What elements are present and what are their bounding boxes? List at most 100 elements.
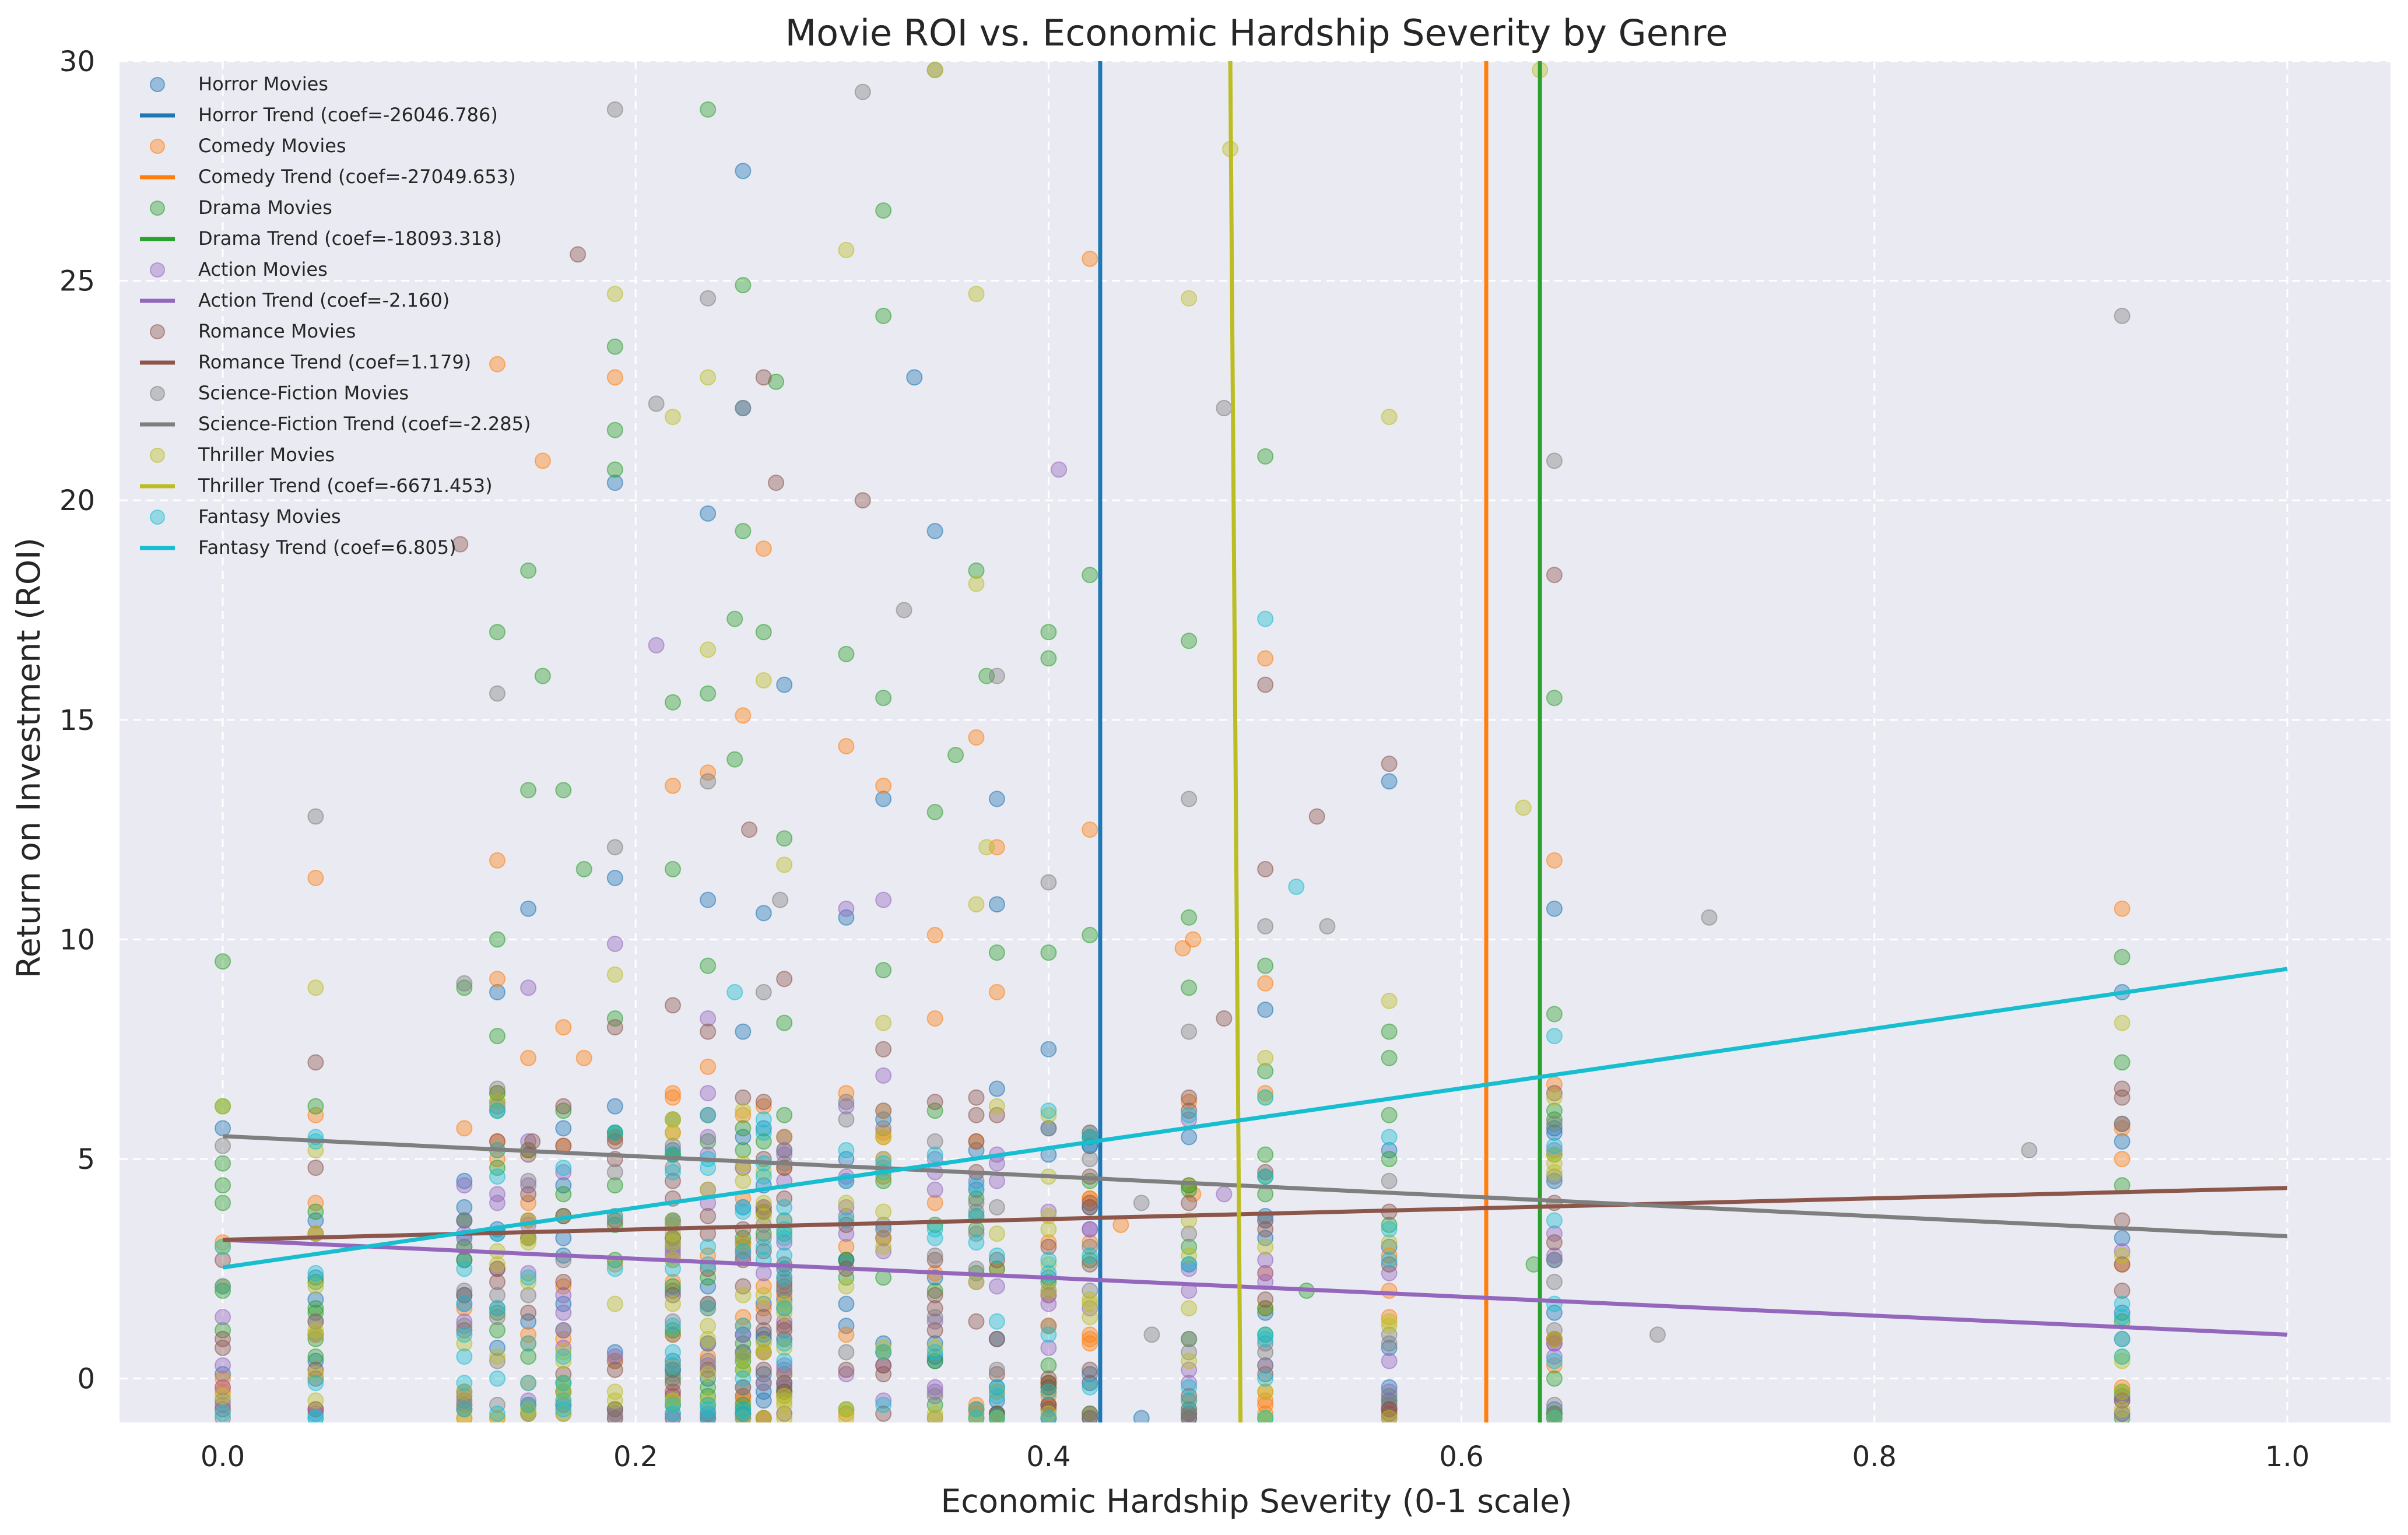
scatter-point: [2114, 1392, 2130, 1409]
scatter-point: [926, 1146, 943, 1163]
scatter-point: [1381, 1049, 1398, 1066]
scatter-point: [735, 400, 752, 417]
scatter-point: [664, 1164, 681, 1181]
scatter-point: [1546, 1168, 1563, 1185]
scatter-point: [2114, 1256, 2130, 1273]
x-axis-ticks: 0.0 0.2 0.4 0.6 0.8 1.0: [201, 1441, 2309, 1473]
scatter-point: [1546, 1102, 1563, 1119]
scatter-point: [735, 1370, 752, 1387]
scatter-point: [1381, 1252, 1398, 1269]
scatter-point: [755, 672, 772, 689]
scatter-point: [1082, 1238, 1098, 1255]
scatter-point: [1546, 1142, 1563, 1158]
scatter-point: [1082, 1379, 1098, 1396]
scatter-point: [875, 962, 892, 979]
scatter-point: [1040, 1287, 1057, 1304]
scatter-point: [664, 1295, 681, 1312]
scatter-point: [307, 1392, 324, 1409]
scatter-point: [1381, 1172, 1398, 1189]
scatter-point: [1181, 633, 1198, 649]
scatter-point: [456, 1120, 473, 1137]
scatter-point: [988, 1405, 1005, 1422]
scatter-point: [776, 1304, 793, 1321]
scatter-point: [215, 1155, 231, 1172]
scatter-point: [456, 1318, 473, 1334]
scatter-point: [726, 610, 743, 627]
scatter-point: [776, 1405, 793, 1422]
scatter-point: [2114, 1089, 2130, 1106]
scatter-point: [755, 1366, 772, 1383]
scatter-point: [988, 791, 1005, 807]
scatter-point: [1546, 1304, 1563, 1321]
scatter-point: [1181, 1102, 1198, 1119]
scatter-point: [215, 1410, 231, 1422]
scatter-point: [740, 821, 757, 838]
legend-marker: [150, 510, 165, 525]
scatter-point: [926, 1252, 943, 1269]
y-axis-title: Return on Investment (ROI): [10, 538, 47, 978]
scatter-point: [489, 1256, 506, 1273]
scatter-point: [1257, 957, 1274, 974]
scatter-point: [755, 1295, 772, 1312]
scatter-point: [700, 1010, 717, 1027]
scatter-point: [520, 1313, 537, 1330]
scatter-point: [606, 1383, 623, 1400]
scatter-point: [520, 1186, 537, 1203]
scatter-point: [755, 1300, 772, 1317]
scatter-point: [776, 1278, 793, 1295]
scatter-point: [1381, 1392, 1398, 1409]
x-axis-title: Economic Hardship Severity (0-1 scale): [940, 1483, 1572, 1520]
scatter-point: [1546, 690, 1563, 707]
scatter-point: [700, 1160, 717, 1176]
scatter-point: [838, 1295, 855, 1312]
scatter-point: [1381, 1326, 1398, 1343]
scatter-point: [2114, 1401, 2130, 1418]
scatter-point: [988, 1410, 1005, 1422]
scatter-point: [1257, 1405, 1274, 1422]
scatter-point: [776, 830, 793, 847]
scatter-point: [606, 1295, 623, 1312]
scatter-point: [755, 1164, 772, 1181]
scatter-point: [1546, 452, 1563, 469]
scatter-point: [555, 1098, 572, 1115]
scatter-point: [307, 1370, 324, 1387]
scatter-point: [307, 1322, 324, 1339]
scatter-point: [664, 1410, 681, 1422]
legend-marker: [150, 324, 165, 339]
scatter-point: [1082, 1330, 1098, 1347]
scatter-point: [838, 1238, 855, 1255]
scatter-point: [1040, 1401, 1057, 1418]
scatter-point: [776, 1247, 793, 1264]
scatter-point: [307, 979, 324, 996]
scatter-point: [1546, 900, 1563, 917]
legend-marker: [150, 448, 165, 463]
scatter-point: [2114, 1295, 2130, 1312]
scatter-point: [968, 1195, 985, 1211]
scatter-point: [307, 1269, 324, 1286]
scatter-point: [307, 1326, 324, 1343]
scatter-point: [838, 738, 855, 755]
scatter-point: [664, 1396, 681, 1413]
scatter-point: [838, 1199, 855, 1216]
scatter-point: [307, 1375, 324, 1392]
scatter-point: [1143, 1326, 1160, 1343]
scatter-point: [1381, 1264, 1398, 1281]
scatter-point: [1181, 1238, 1198, 1255]
scatter-point: [2114, 900, 2130, 917]
scatter-point: [1546, 1295, 1563, 1312]
scatter-point: [776, 1129, 793, 1146]
scatter-point: [768, 373, 785, 390]
scatter-point: [215, 1388, 231, 1404]
trend-line: [222, 1134, 2288, 1239]
scatter-point: [2114, 1353, 2130, 1369]
scatter-point: [700, 1256, 717, 1273]
scatter-point: [776, 1295, 793, 1312]
scatter-point: [1257, 1001, 1274, 1018]
scatter-point: [489, 1287, 506, 1304]
scatter-point: [838, 1361, 855, 1378]
scatter-point: [489, 852, 506, 869]
scatter-point: [1181, 1129, 1198, 1146]
scatter-point: [700, 1023, 717, 1040]
scatter-point: [2114, 1388, 2130, 1404]
scatter-point: [838, 1195, 855, 1211]
